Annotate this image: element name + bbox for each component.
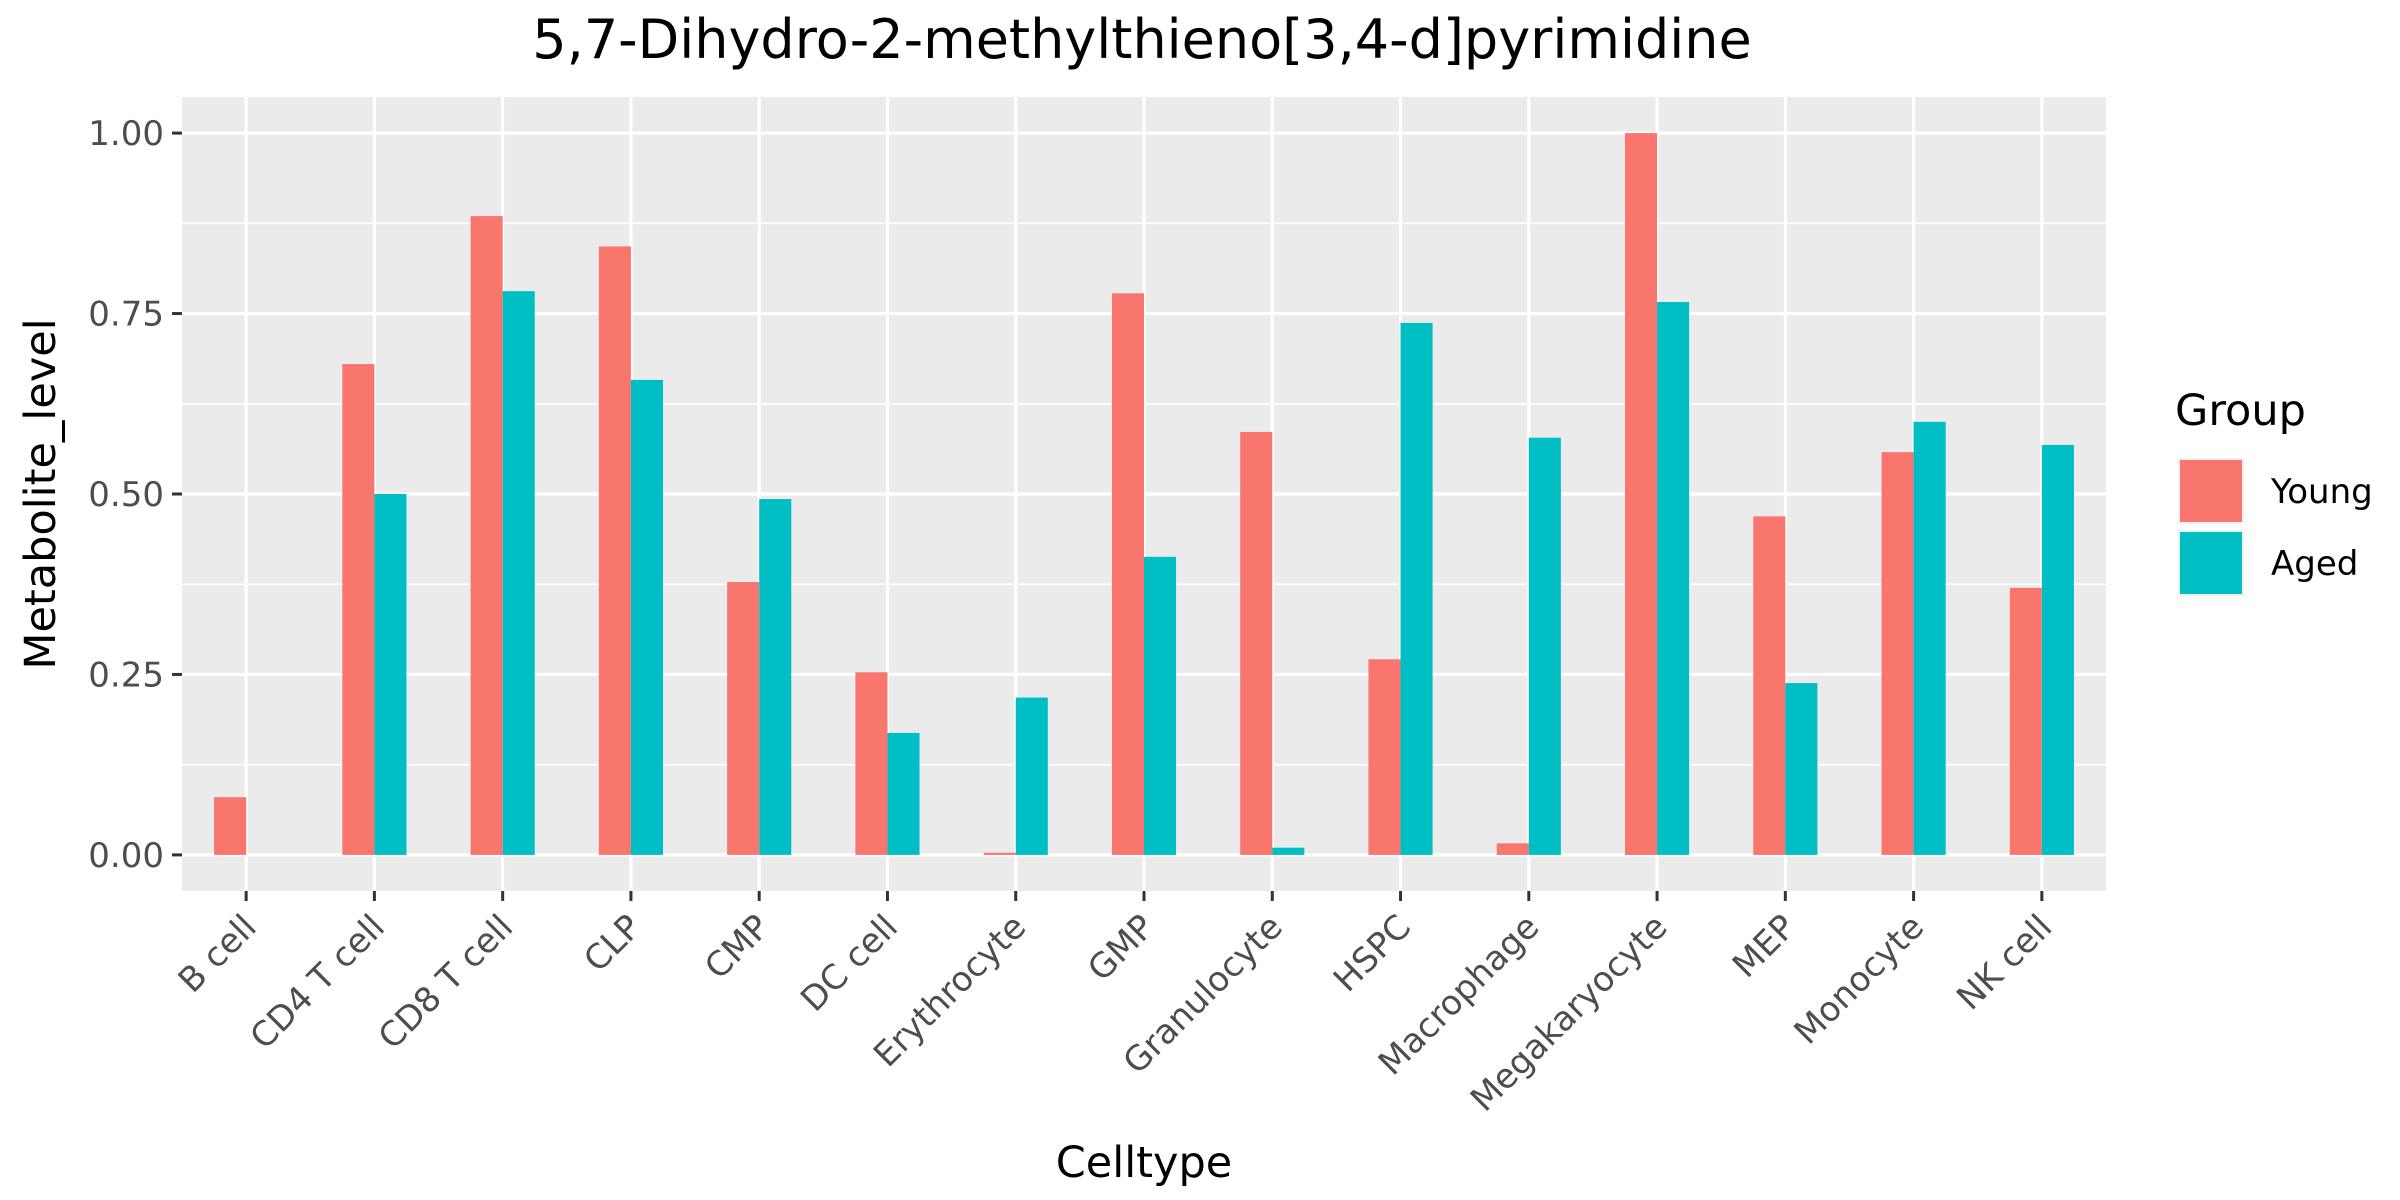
x-tick-label: CD8 T cell [371, 907, 521, 1057]
x-tick-label: HSPC [1326, 907, 1419, 1000]
bar-young-macrophage [1496, 843, 1529, 855]
bar-young-mep [1753, 516, 1786, 855]
legend-item-aged: Aged [2178, 530, 2358, 596]
y-tick-label: 0.50 [88, 475, 164, 515]
x-tick-label: Monocyte [1787, 907, 1932, 1052]
bar-young-erythrocyte [983, 852, 1016, 855]
bar-aged-clp [630, 379, 663, 855]
bar-young-hspc [1368, 659, 1401, 855]
bar-young-cd4-t-cell [342, 364, 375, 855]
x-tick-label: GMP [1080, 907, 1162, 989]
bar-aged-cmp [759, 499, 792, 855]
bar-young-gmp [1111, 293, 1144, 855]
bar-young-megakaryocyte [1625, 133, 1658, 855]
bar-aged-gmp [1144, 556, 1177, 855]
legend: Group Young Aged [2175, 386, 2373, 596]
y-tick-label: 0.00 [88, 836, 164, 876]
legend-title: Group [2175, 386, 2306, 436]
x-tick-label: CLP [576, 907, 649, 980]
x-tick-label: DC cell [793, 907, 906, 1020]
bars [214, 133, 2074, 855]
bar-aged-mep [1785, 683, 1818, 855]
bar-aged-nk-cell [2041, 444, 2074, 855]
bar-young-clp [598, 246, 631, 855]
bar-aged-megakaryocyte [1657, 301, 1690, 855]
legend-item-young: Young [2178, 458, 2373, 524]
y-axis-title: Metabolite_level [16, 318, 66, 669]
legend-swatch-aged [2180, 532, 2242, 594]
x-tick-label: CMP [697, 907, 777, 987]
bar-young-monocyte [1881, 452, 1914, 855]
bar-young-dc-cell [855, 672, 888, 855]
bar-young-cmp [727, 582, 760, 855]
bar-aged-cd4-t-cell [374, 494, 407, 855]
bar-aged-cd8-t-cell [502, 291, 535, 855]
x-tick-label: B cell [171, 907, 265, 1001]
bar-aged-dc-cell [887, 732, 920, 855]
x-axis-title: Celltype [1056, 1138, 1232, 1188]
x-tick-label: NK cell [1949, 907, 2060, 1018]
bar-young-nk-cell [2009, 587, 2042, 855]
bar-aged-macrophage [1528, 437, 1561, 855]
y-tick-label: 0.75 [88, 295, 164, 335]
bar-aged-granulocyte [1272, 847, 1305, 855]
chart-title: 5,7-Dihydro-2-methylthieno[3,4-d]pyrimid… [532, 8, 1751, 71]
bar-young-b-cell [214, 797, 247, 855]
bar-aged-erythrocyte [1015, 697, 1048, 855]
x-tick-label: CD4 T cell [243, 907, 393, 1057]
bar-young-granulocyte [1240, 431, 1273, 855]
legend-label-young: Young [2270, 472, 2373, 512]
bar-young-cd8-t-cell [470, 216, 503, 855]
y-tick-label: 0.25 [88, 655, 164, 695]
legend-swatch-young [2180, 460, 2242, 522]
bar-aged-hspc [1400, 322, 1433, 855]
legend-label-aged: Aged [2271, 544, 2358, 584]
y-tick-label: 1.00 [88, 114, 164, 154]
bar-aged-monocyte [1913, 421, 1946, 855]
x-tick-label: MEP [1725, 907, 1804, 986]
y-axis: 0.00 0.25 0.50 0.75 1.00 [88, 114, 182, 876]
